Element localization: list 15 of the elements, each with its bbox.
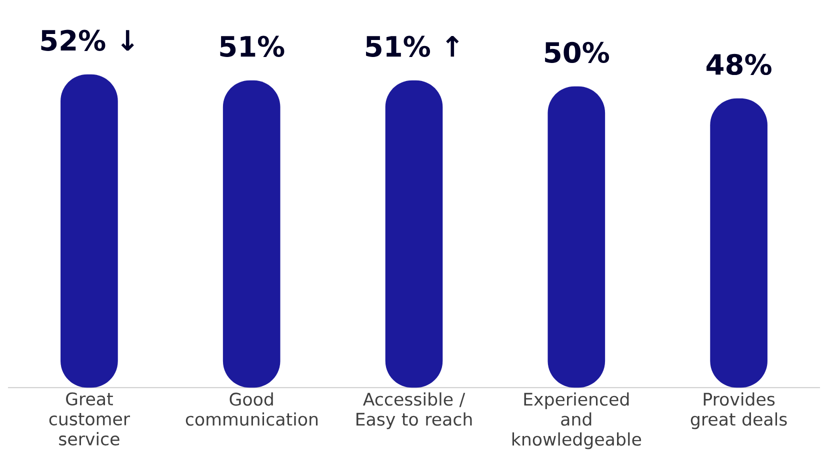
x-tick-label: Accessible / Easy to reach: [356, 392, 472, 430]
bar: [710, 98, 768, 388]
data-label: 52% ↓: [41, 30, 134, 51]
bar: [548, 86, 606, 388]
x-tick-label: Good communication: [186, 392, 318, 426]
data-label: 51%: [220, 36, 284, 57]
x-tick-label: Provides great deals: [690, 392, 787, 430]
data-label: 48%: [706, 54, 772, 76]
x-tick-label: Great customer service: [49, 392, 130, 446]
bar: [222, 80, 280, 388]
data-label: 51% ↑: [366, 36, 459, 57]
x-tick-label: Experienced and knowledgeable: [512, 392, 642, 450]
bar: [385, 80, 443, 388]
bar: [60, 74, 118, 388]
data-label: 50%: [545, 42, 610, 63]
